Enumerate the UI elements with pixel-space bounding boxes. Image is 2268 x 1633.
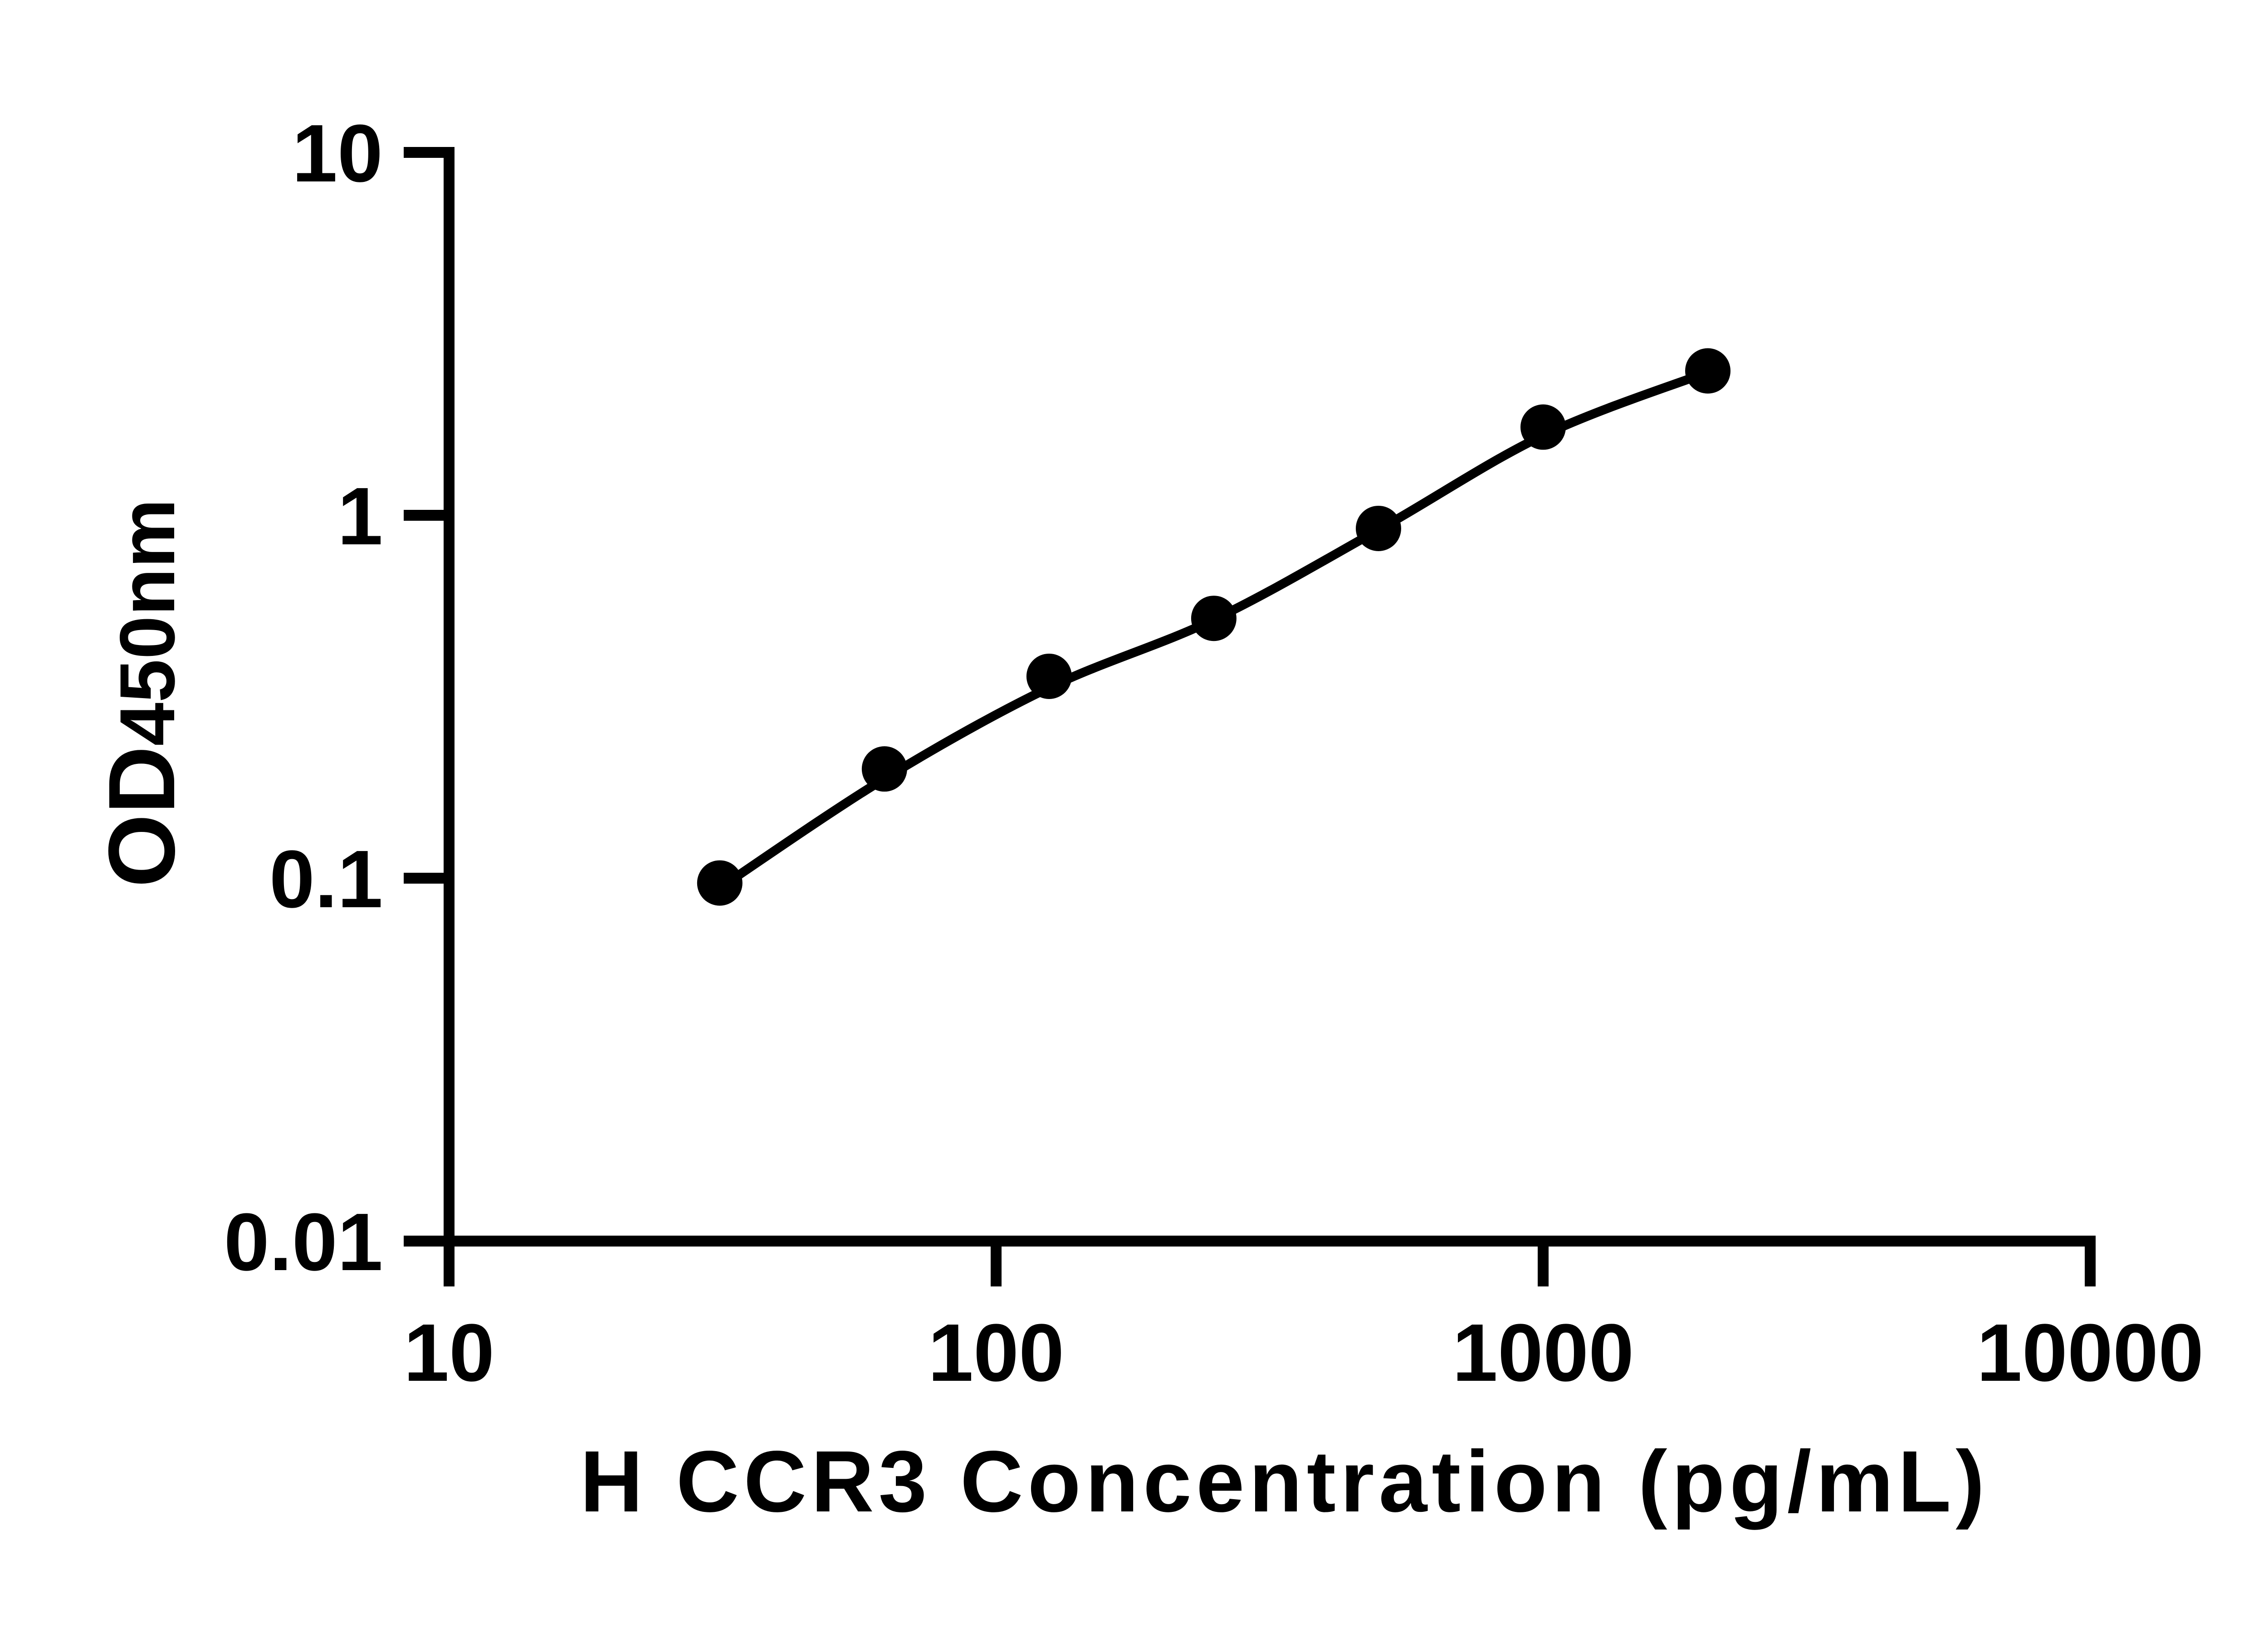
y-axis-title-main: OD bbox=[89, 746, 195, 887]
x-tick-label: 1000 bbox=[1452, 1307, 1634, 1398]
y-axis-title: OD450nm bbox=[89, 499, 195, 888]
x-axis-title: H CCR3 Concentration (pg/mL) bbox=[580, 1433, 1989, 1530]
data-point bbox=[1685, 348, 1731, 394]
data-point bbox=[1520, 404, 1566, 450]
data-point bbox=[1355, 505, 1401, 551]
x-tick-label: 10000 bbox=[1977, 1307, 2204, 1398]
data-point bbox=[697, 860, 743, 906]
axis-lines bbox=[444, 147, 2096, 1247]
y-tick-label: 0.1 bbox=[269, 834, 383, 925]
y-axis-title-sub: 450nm bbox=[104, 499, 191, 746]
x-tick-label: 10 bbox=[404, 1307, 494, 1398]
data-point bbox=[861, 746, 907, 792]
x-tick-label: 100 bbox=[928, 1307, 1064, 1398]
y-tick-label: 1 bbox=[337, 471, 383, 562]
data-point bbox=[1026, 653, 1072, 699]
y-tick-label: 10 bbox=[292, 108, 383, 199]
y-tick-label: 0.01 bbox=[224, 1197, 383, 1288]
data-point bbox=[1191, 596, 1237, 641]
